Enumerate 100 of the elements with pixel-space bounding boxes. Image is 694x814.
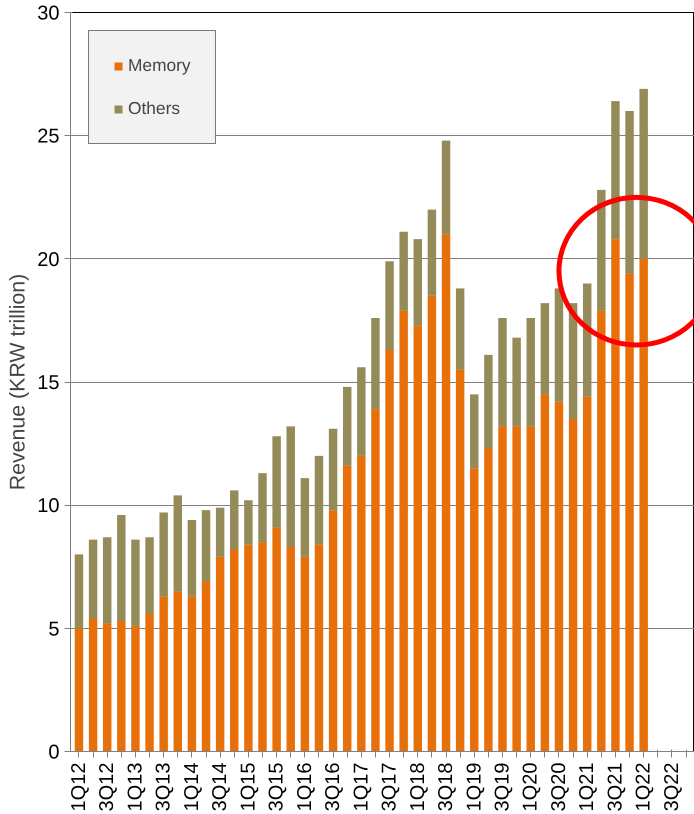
x-tick-label: 1Q12 — [68, 762, 90, 812]
bar — [342, 466, 352, 752]
y-axis-title: Revenue (KRW trillion) — [5, 274, 30, 490]
x-tick-label: 3Q15 — [266, 762, 288, 812]
y-tick-label: 20 — [37, 248, 60, 271]
x-tick-label: 1Q15 — [237, 762, 260, 812]
x-tick-label: 3Q16 — [322, 762, 344, 812]
bar — [414, 325, 422, 752]
bar — [74, 554, 84, 628]
bar — [202, 510, 210, 582]
bar — [399, 310, 408, 752]
x-tick-label: 3Q20 — [548, 762, 570, 812]
bar — [216, 556, 224, 752]
bar — [74, 628, 84, 752]
bar — [244, 500, 253, 545]
bar — [597, 190, 606, 311]
x-tick-label: 1Q17 — [350, 762, 372, 812]
x-tick-label: 1Q14 — [180, 762, 203, 812]
bar — [300, 556, 310, 752]
bar — [188, 520, 196, 596]
bar — [216, 508, 224, 557]
bar — [159, 596, 168, 752]
bar — [159, 512, 168, 596]
bar — [328, 428, 338, 510]
bar — [258, 473, 267, 542]
bar — [399, 232, 408, 311]
bar — [470, 394, 478, 468]
y-tick-label: 0 — [48, 742, 60, 764]
bar — [371, 318, 380, 410]
x-tick-label: 1Q19 — [463, 762, 486, 812]
bar — [272, 436, 281, 528]
bar — [625, 274, 634, 752]
bar — [286, 547, 295, 752]
bar — [512, 338, 521, 426]
bar — [314, 544, 324, 752]
x-tick-label: 3Q22 — [660, 762, 683, 812]
bar — [286, 426, 295, 548]
bar — [484, 354, 493, 449]
x-tick-label: 3Q21 — [604, 762, 626, 812]
x-tick-label: 3Q13 — [152, 762, 175, 812]
bar — [611, 101, 620, 240]
x-tick-label: 1Q13 — [124, 762, 146, 812]
bar — [230, 550, 238, 752]
bar — [526, 426, 535, 752]
bar — [272, 527, 281, 752]
bar — [300, 478, 310, 557]
bar — [568, 418, 578, 752]
x-tick-label: 1Q18 — [406, 762, 429, 812]
bar — [625, 111, 634, 274]
bar — [512, 426, 521, 752]
y-tick-label: 25 — [37, 126, 60, 148]
bar — [484, 448, 493, 752]
bar — [540, 394, 550, 752]
bar — [442, 140, 450, 234]
bar — [582, 396, 592, 752]
y-tick-label: 15 — [37, 372, 60, 394]
bar — [145, 614, 154, 752]
legend-label: Others — [128, 98, 180, 119]
bar — [145, 537, 154, 614]
bar — [456, 288, 464, 370]
bar — [174, 495, 182, 592]
y-tick-label: 10 — [37, 495, 60, 518]
bar — [526, 318, 535, 426]
bar — [554, 402, 564, 752]
bar — [498, 426, 507, 752]
bar — [554, 288, 564, 402]
bar — [117, 620, 126, 752]
bar — [568, 303, 578, 419]
bar — [131, 626, 140, 752]
bar — [470, 468, 478, 752]
bar — [342, 386, 352, 466]
x-tick-label: 3Q12 — [96, 762, 118, 812]
bar — [88, 540, 98, 618]
bar — [540, 303, 550, 394]
x-tick-label: 3Q17 — [378, 762, 401, 812]
x-tick-label: 1Q20 — [520, 762, 542, 812]
bar — [102, 623, 112, 752]
bar — [102, 537, 112, 624]
bar — [357, 456, 366, 752]
bar — [611, 239, 620, 752]
legend-label: Memory — [128, 55, 191, 76]
bar — [597, 310, 606, 752]
bar — [498, 318, 507, 426]
bar — [230, 490, 238, 550]
x-tick-label: 1Q21 — [576, 762, 598, 812]
bar — [314, 456, 324, 545]
bar — [639, 88, 648, 259]
y-tick-label: 5 — [48, 618, 60, 640]
bar — [428, 296, 436, 752]
bar — [202, 582, 210, 752]
bar — [328, 510, 338, 752]
bar — [88, 618, 98, 752]
x-tick-label: 3Q14 — [209, 762, 232, 812]
bar — [131, 540, 140, 626]
bar — [414, 239, 422, 326]
bar — [639, 258, 648, 752]
bar — [174, 591, 182, 752]
y-tick-label: 30 — [37, 2, 60, 24]
bar — [385, 261, 394, 350]
x-tick-label: 1Q22 — [632, 762, 655, 812]
